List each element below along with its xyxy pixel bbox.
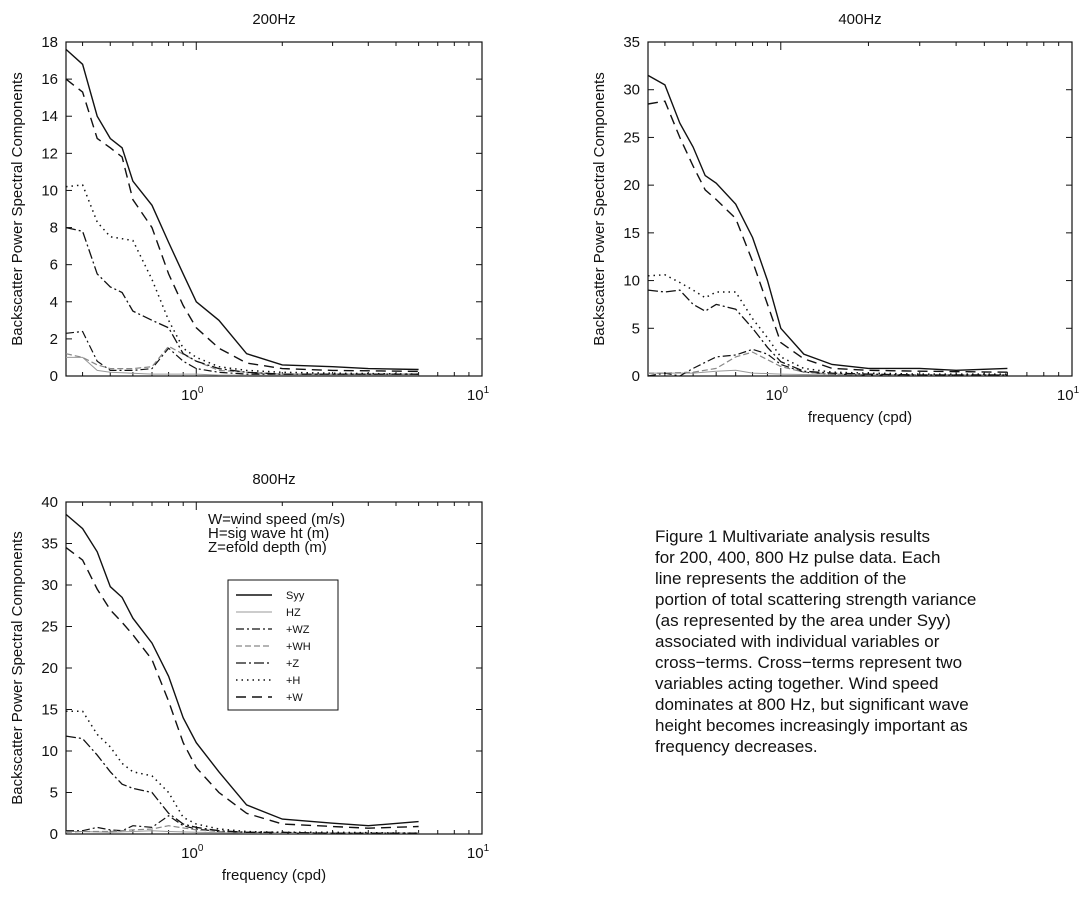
caption-line: Figure 1 Multivariate analysis results [655, 527, 930, 546]
caption-line: cross−terms. Cross−terms represent two [655, 653, 963, 672]
y-tick-label: 15 [623, 225, 640, 242]
legend-label: +WH [286, 641, 311, 653]
y-tick-label: 18 [41, 34, 58, 51]
series-line-plus-h [66, 710, 419, 834]
chart-200hz: 200Hz Backscatter Power Spectral Componen… [0, 0, 520, 420]
series-line-plus-z [65, 226, 419, 375]
legend-box [227, 579, 339, 711]
y-axis-label: Backscatter Power Spectral Components [591, 72, 608, 345]
y-tick-label: 35 [623, 34, 640, 51]
y-tick-label: 6 [50, 257, 58, 274]
y-tick-label: 20 [41, 660, 58, 677]
x-tick-label: 100 [766, 385, 789, 404]
y-tick-label: 35 [41, 536, 58, 553]
legend-label: HZ [286, 607, 301, 619]
variable-annotation: W=wind speed (m/s) [208, 511, 345, 528]
series-line-syy [647, 74, 1008, 372]
series-line-plus-wz [66, 814, 419, 834]
series-line-plus-wh [65, 345, 419, 375]
caption-line: frequency decreases. [655, 737, 818, 756]
series-line-plus-w [65, 78, 419, 373]
y-axis-label: Backscatter Power Spectral Components [9, 72, 26, 345]
legend-label: +WZ [286, 624, 310, 636]
figure-caption: Figure 1 Multivariate analysis results f… [655, 526, 1080, 757]
chart-title: 400Hz [838, 11, 881, 28]
x-tick-label: 100 [181, 385, 204, 404]
series-line-plus-z [65, 735, 419, 834]
series-line-plus-w [647, 100, 1008, 373]
legend-label: +H [286, 675, 300, 687]
caption-line: for 200, 400, 800 Hz pulse data. Each [655, 548, 941, 567]
series-line-hz [66, 356, 419, 376]
y-tick-label: 25 [41, 619, 58, 636]
series-line-plus-h [65, 184, 419, 375]
y-tick-label: 10 [41, 182, 58, 199]
series-line-plus-w [65, 547, 419, 829]
y-tick-label: 30 [41, 577, 58, 594]
caption-line: height becomes increasingly important as [655, 716, 968, 735]
y-tick-label: 5 [50, 785, 58, 802]
y-tick-label: 5 [632, 320, 640, 337]
series-line-plus-wz [647, 348, 1008, 377]
variable-annotation: H=sig wave ht (m) [208, 525, 329, 542]
series-line-syy [65, 513, 419, 827]
y-tick-label: 10 [41, 743, 58, 760]
caption-line: line represents the addition of the [655, 569, 907, 588]
caption-line: (as represented by the area under Syy) [655, 611, 951, 630]
y-tick-label: 10 [623, 273, 640, 290]
chart-800hz-svg: 800Hz Backscatter Power Spectral Componen… [9, 471, 490, 884]
y-tick-label: 15 [41, 702, 58, 719]
series-line-plus-h [647, 274, 1008, 375]
chart-title: 800Hz [252, 471, 295, 488]
y-tick-label: 16 [41, 71, 58, 88]
y-tick-label: 0 [50, 368, 58, 385]
x-tick-label: 100 [181, 843, 204, 862]
series-line-syy [65, 48, 419, 371]
series-line-plus-wh [648, 351, 1008, 376]
x-tick-label: 101 [1057, 385, 1080, 404]
chart-200hz-svg: 200Hz Backscatter Power Spectral Componen… [9, 11, 490, 404]
y-tick-label: 25 [623, 129, 640, 146]
legend-label: +Z [286, 658, 299, 670]
y-tick-label: 8 [50, 220, 58, 237]
x-tick-label: 101 [467, 843, 490, 862]
y-tick-label: 4 [50, 294, 58, 311]
y-tick-label: 30 [623, 82, 640, 99]
chart-title: 200Hz [252, 11, 295, 28]
x-axis-label: frequency (cpd) [222, 867, 326, 884]
chart-400hz-svg: 400Hz Backscatter Power Spectral Componen… [591, 11, 1080, 426]
y-tick-label: 12 [41, 145, 58, 162]
x-tick-label: 101 [467, 385, 490, 404]
series-line-plus-wh [65, 825, 419, 834]
caption-line: dominates at 800 Hz, but significant wav… [655, 695, 969, 714]
series-line-plus-wz [65, 330, 419, 375]
x-axis-label: frequency (cpd) [808, 409, 912, 426]
chart-800hz: 800Hz Backscatter Power Spectral Componen… [0, 460, 540, 899]
y-tick-label: 14 [41, 108, 58, 125]
legend-label: +W [286, 692, 303, 704]
plot-area-frame [65, 41, 483, 377]
chart-400hz: 400Hz Backscatter Power Spectral Componen… [570, 0, 1087, 426]
y-tick-label: 2 [50, 331, 58, 348]
caption-line: variables acting together. Wind speed [655, 674, 939, 693]
y-tick-label: 40 [41, 494, 58, 511]
y-axis-label: Backscatter Power Spectral Components [9, 531, 26, 804]
y-tick-label: 0 [632, 368, 640, 385]
legend-label: Syy [286, 590, 305, 602]
variable-annotation: Z=efold depth (m) [208, 539, 327, 556]
y-tick-label: 0 [50, 826, 58, 843]
caption-line: associated with individual variables or [655, 632, 940, 651]
plot-area-frame [647, 41, 1073, 377]
caption-line: portion of total scattering strength var… [655, 590, 977, 609]
y-tick-label: 20 [623, 177, 640, 194]
series-line-plus-z [647, 289, 1008, 376]
